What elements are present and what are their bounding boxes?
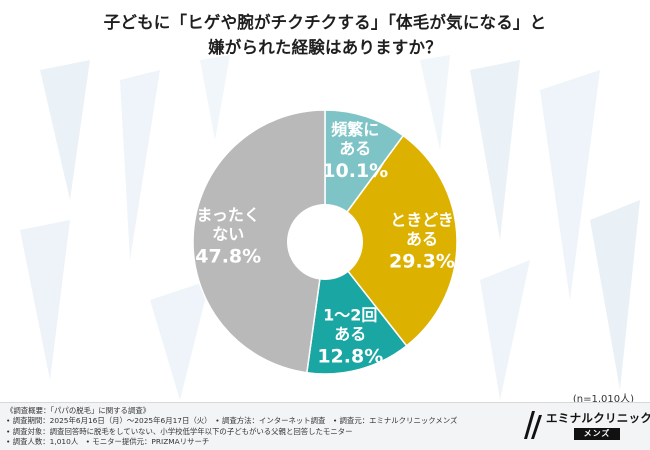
survey-note-line: 《調査概要：「パパの脱毛」に関する調査》 <box>6 406 151 415</box>
pie-center-hole <box>287 204 363 280</box>
pie-slice-value: 47.8% <box>195 245 261 267</box>
pie-slices <box>192 109 458 375</box>
pie-slice-value: 12.8% <box>317 346 383 368</box>
pie-slice-3 <box>192 109 326 374</box>
pie-slice-label: 頻繁に <box>331 120 379 139</box>
pie-slice-label: ある <box>406 229 438 248</box>
pie-slice-label: ない <box>212 224 244 243</box>
pie-labels: 頻繁にある10.1%ときどきある29.3%1〜2回ある12.8%まったくない47… <box>195 120 455 368</box>
brand-mark-icon <box>524 411 542 439</box>
title-line-1: 子どもに「ヒゲや腕がチクチクする」「体毛が気になる」と <box>103 13 547 32</box>
pie-slice-0 <box>324 109 405 245</box>
brand-sub: メンズ <box>574 428 620 440</box>
survey-note-line: • 調査期間：2025年6月16日（月）〜2025年6月17日（火） • 調査方… <box>6 416 458 426</box>
survey-footer: 《調査概要：「パパの脱毛」に関する調査》 • 調査期間：2025年6月16日（月… <box>0 402 650 450</box>
pie-slice-value: 29.3% <box>389 250 455 272</box>
survey-note-line: • 調査人数：1,010人 • モニター提供元：PRIZMAリサーチ <box>6 437 210 447</box>
chart-title: 子どもに「ヒゲや腕がチクチクする」「体毛が気になる」と 嫌がられた経験はあります… <box>0 10 650 60</box>
pie-slice-value: 10.1% <box>322 160 388 182</box>
pie-slice-label: ある <box>334 325 366 344</box>
pie-slice-label: ときどき <box>390 210 454 229</box>
survey-note-line: • 調査対象：調査回答時に脱毛をしていない、小学校低学年以下の子どもがいる父親と… <box>6 426 353 436</box>
title-line-2: 嫌がられた経験はありますか？ <box>208 38 442 57</box>
survey-notes: 《調査概要：「パパの脱毛」に関する調査》 • 調査期間：2025年6月16日（月… <box>6 406 457 448</box>
pie-slice-1 <box>324 134 458 347</box>
brand-name: エミナルクリニック <box>546 411 650 425</box>
sample-size: (n=1,010人) <box>572 394 634 405</box>
pie-slice-label: 1〜2回 <box>323 306 377 325</box>
brand-logo: エミナルクリニック メンズ <box>522 407 650 445</box>
pie-slice-label: まったく <box>197 205 260 224</box>
pie-slice-label: ある <box>339 139 371 158</box>
